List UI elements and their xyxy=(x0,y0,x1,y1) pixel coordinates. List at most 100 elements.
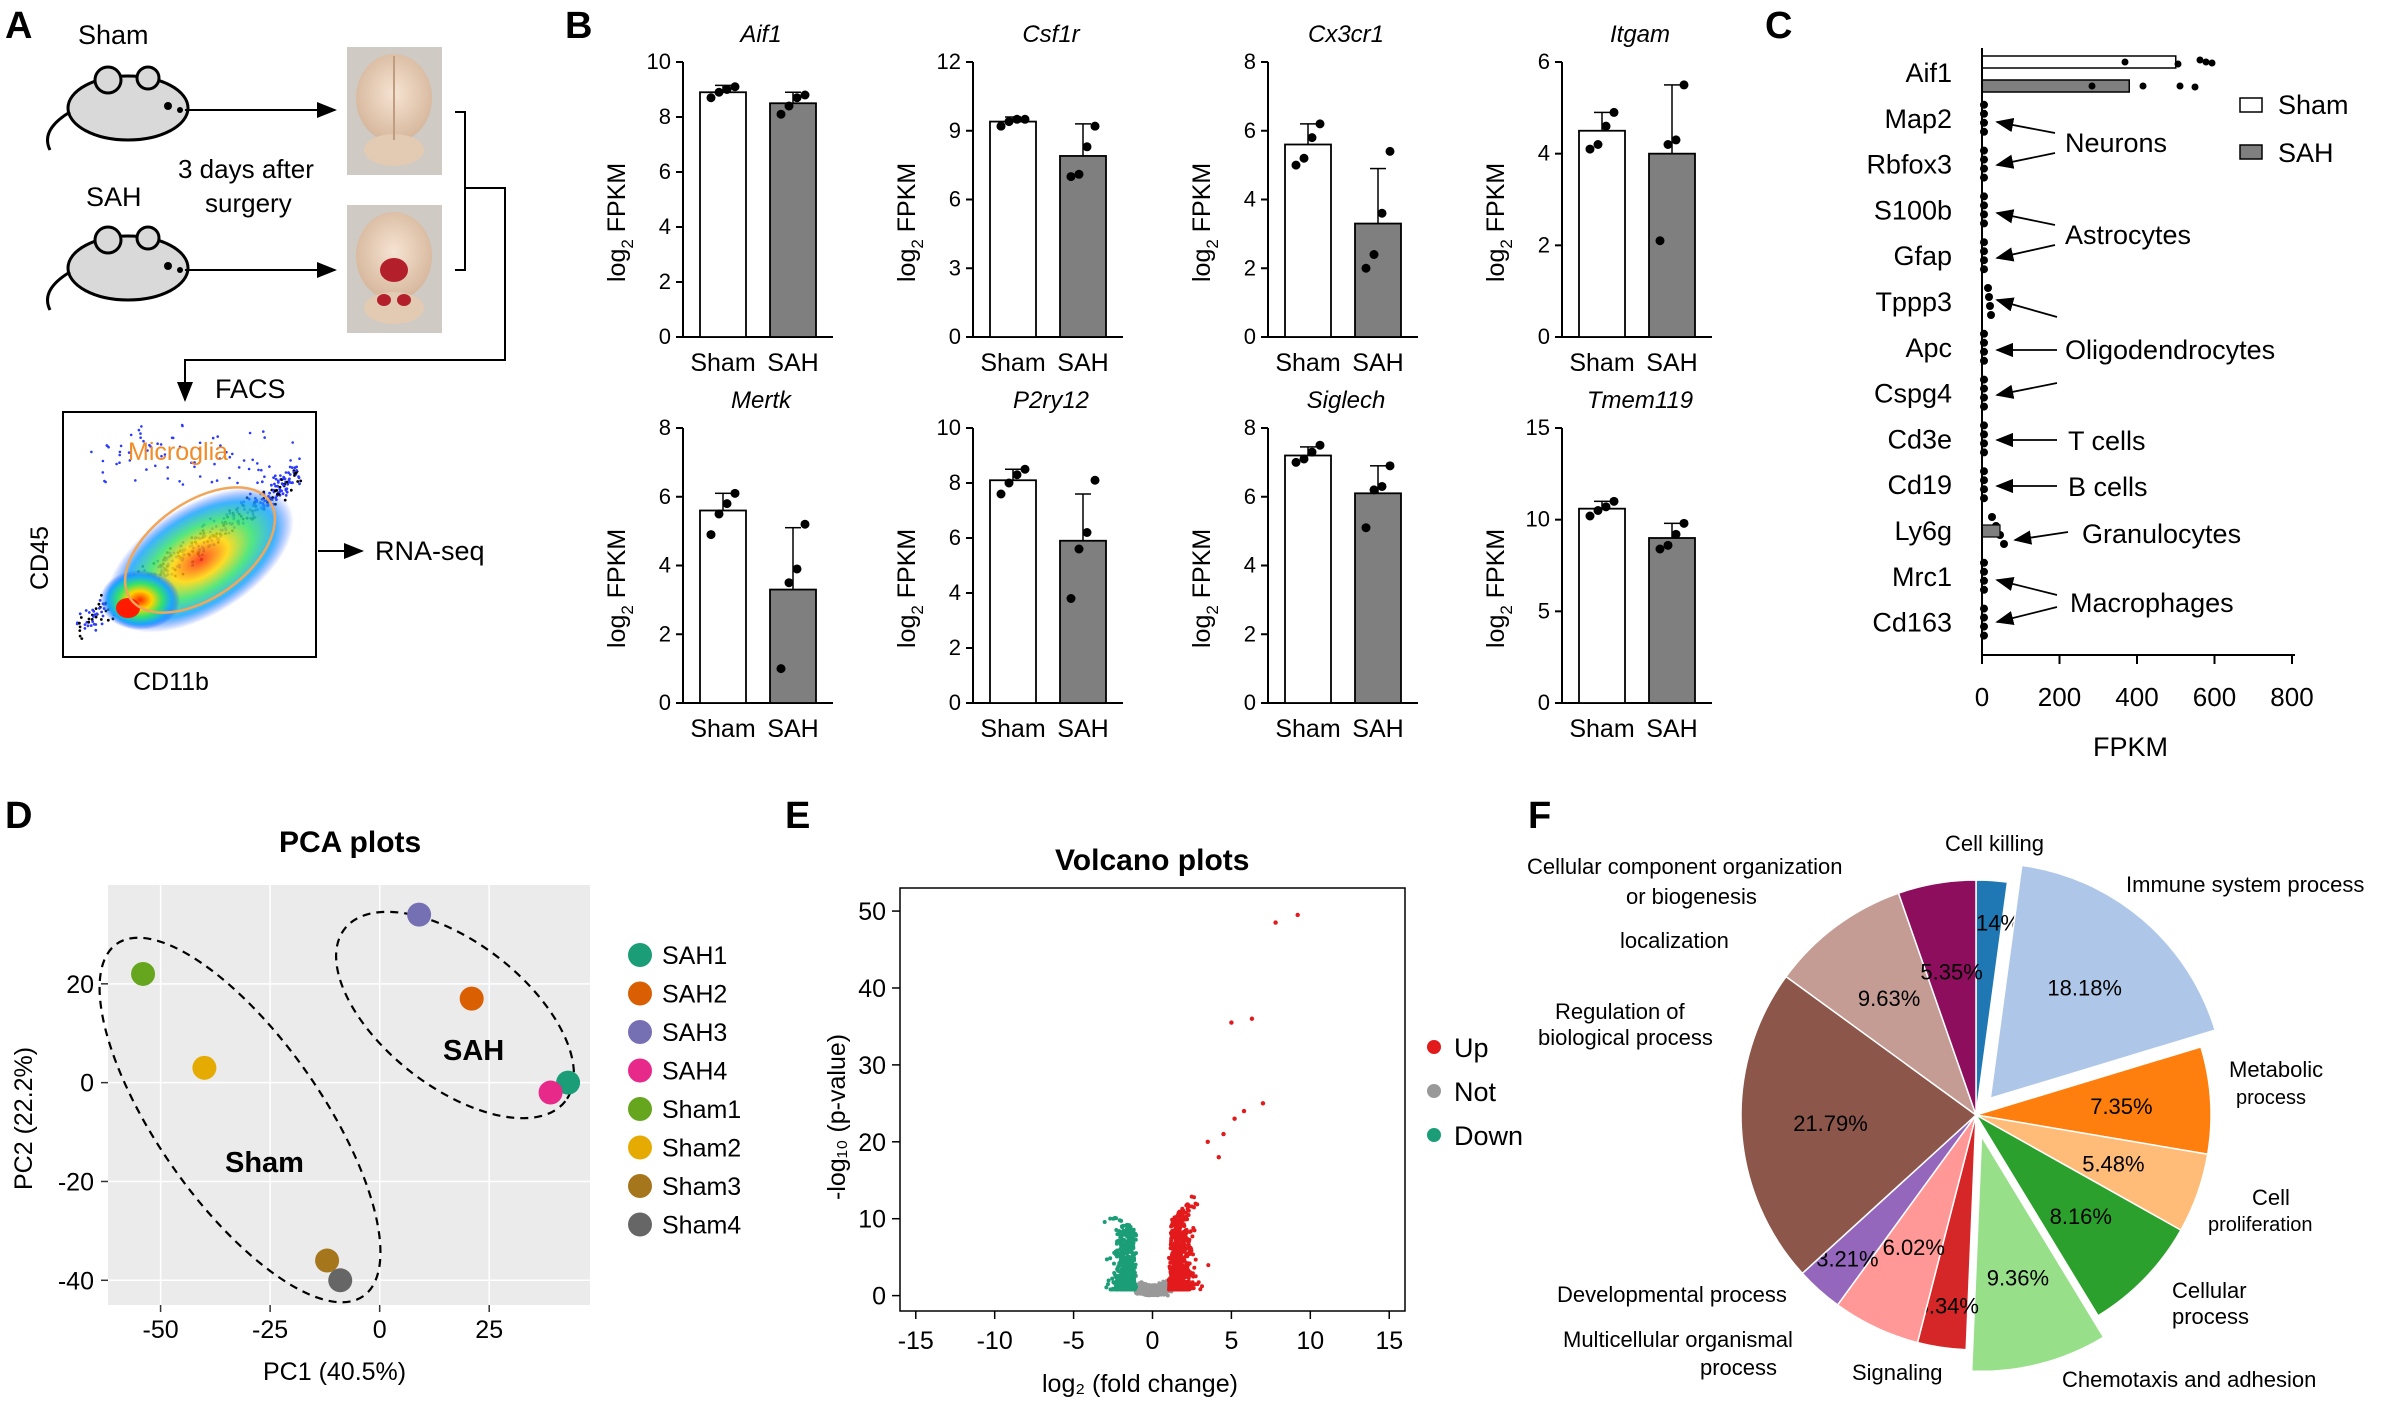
volcano-y-tick-label: 10 xyxy=(858,1206,886,1234)
x-category-sah: SAH xyxy=(1352,349,1403,377)
volcano-point-down xyxy=(1115,1278,1120,1283)
c-data-point xyxy=(2208,59,2216,67)
sah-data-point xyxy=(1361,263,1371,273)
sah-data-point xyxy=(1066,172,1076,182)
sah-data-point xyxy=(1655,236,1665,246)
sham-brain-photo xyxy=(347,47,442,175)
f-label-multicell-2: process xyxy=(1700,1355,1777,1380)
gene-title: Csf1r xyxy=(1022,21,1080,48)
c-data-point xyxy=(1986,302,1994,310)
pca-y-tick-label: 20 xyxy=(66,971,94,999)
sah-data-point xyxy=(1679,518,1689,528)
volcano-point-down xyxy=(1104,1285,1109,1290)
volcano-point-up xyxy=(1179,1241,1184,1246)
facs-event-dot xyxy=(104,480,107,484)
sah-data-point xyxy=(1369,485,1379,495)
sham-data-point xyxy=(1609,496,1619,506)
y-tick-label: 0 xyxy=(949,690,961,715)
sah-data-point xyxy=(1074,544,1084,554)
c-gene-label: Tppp3 xyxy=(1875,287,1952,317)
facs-event-dot xyxy=(98,606,101,610)
facs-event-dot xyxy=(288,473,292,476)
y-axis-label: log2 FPKM xyxy=(603,163,637,282)
sah-data-point xyxy=(1671,529,1681,539)
c-aif1-sham-bar xyxy=(1981,55,2177,69)
pie-slice xyxy=(1973,1112,2182,1317)
pie-percent-label: 21.79% xyxy=(1793,1111,1868,1136)
volcano-y-tick-label: 30 xyxy=(858,1052,886,1080)
facs-event-dot xyxy=(83,627,87,630)
sah-bar xyxy=(1059,155,1107,338)
sham-data-point xyxy=(1601,121,1611,131)
facs-event-dot xyxy=(91,620,95,623)
pie-slice xyxy=(1785,892,1978,1118)
volcano-legend-swatch xyxy=(1427,1128,1441,1142)
pca-point-sham3 xyxy=(315,1248,340,1273)
facs-event-dot xyxy=(193,461,196,464)
volcano-point-up xyxy=(1189,1248,1194,1253)
sah-bar xyxy=(769,588,817,704)
y-tick-label: 6 xyxy=(949,187,961,212)
y-axis-label-sub: 2 xyxy=(618,239,637,248)
sah-data-point xyxy=(1679,80,1689,90)
c-legend-sham: Sham xyxy=(2278,90,2349,120)
facs-event-dot xyxy=(287,471,290,474)
sham-data-point xyxy=(1315,119,1325,129)
y-axis-label-log: log xyxy=(893,615,921,648)
c-x-tick-label: 600 xyxy=(2193,682,2236,712)
y-axis-label-log: log xyxy=(603,615,631,648)
pca-point-sah1 xyxy=(556,1070,581,1095)
volcano-ylabel: -log₁₀ (p-value) xyxy=(823,1034,851,1200)
volcano-point-not xyxy=(1146,1288,1151,1293)
volcano-point-down xyxy=(1113,1273,1118,1278)
volcano-point-down xyxy=(1133,1231,1138,1236)
sah-data-point xyxy=(1655,544,1665,554)
y-axis-label: log2 FPKM xyxy=(1188,163,1222,282)
volcano-point-up xyxy=(1185,1280,1190,1285)
y-axis-label-sub: 2 xyxy=(1203,605,1222,614)
facs-event-dot xyxy=(129,433,133,437)
volcano-point-up xyxy=(1183,1217,1188,1222)
facs-event-dot xyxy=(86,624,90,628)
volcano-point-down xyxy=(1122,1247,1127,1252)
y-axis-label-log: log xyxy=(603,249,631,282)
volcano-point-up xyxy=(1178,1264,1183,1269)
y-tick-label: 6 xyxy=(1244,484,1256,509)
volcano-point-down xyxy=(1114,1216,1119,1221)
volcano-point-down xyxy=(1120,1274,1125,1279)
volcano-point-down xyxy=(1134,1251,1138,1256)
c-legend-sah-swatch xyxy=(2239,144,2263,160)
sham-data-point xyxy=(1315,440,1325,450)
facs-event-dot xyxy=(198,475,202,478)
c-annot-astrocytes: Astrocytes xyxy=(2065,220,2191,250)
facs-event-dot xyxy=(295,469,299,472)
facs-event-dot xyxy=(80,637,84,640)
facs-event-dot xyxy=(270,483,273,487)
y-axis-label-sub: 2 xyxy=(1203,239,1222,248)
volcano-point-not xyxy=(1149,1287,1154,1292)
sham-bar xyxy=(1284,454,1332,704)
volcano-point-up xyxy=(1185,1236,1189,1241)
pca-legend-swatch xyxy=(628,1174,652,1198)
facs-event-dot xyxy=(297,476,301,480)
volcano-point-up xyxy=(1170,1221,1175,1226)
facs-event-dot xyxy=(289,488,293,492)
facs-event-dot xyxy=(228,455,232,459)
volcano-point-down xyxy=(1118,1280,1123,1285)
facs-event-dot xyxy=(197,447,201,451)
facs-event-dot xyxy=(278,487,282,491)
pca-point-sham2 xyxy=(192,1055,217,1080)
c-gene-label: Map2 xyxy=(1884,104,1952,134)
y-tick-label: 4 xyxy=(1244,187,1256,212)
volcano-point-up xyxy=(1192,1195,1196,1200)
facs-event-dot xyxy=(154,464,157,468)
sah-data-point xyxy=(1361,523,1371,533)
pca-point-sah2 xyxy=(459,986,484,1011)
f-label-developmental: Developmental process xyxy=(1557,1282,1787,1307)
y-axis-label: log2 FPKM xyxy=(1188,529,1222,648)
f-label-ccob-2: or biogenesis xyxy=(1626,884,1757,909)
facs-event-dot xyxy=(190,461,193,465)
gene-title: Siglech xyxy=(1307,387,1386,414)
sham-data-point xyxy=(1609,107,1619,117)
